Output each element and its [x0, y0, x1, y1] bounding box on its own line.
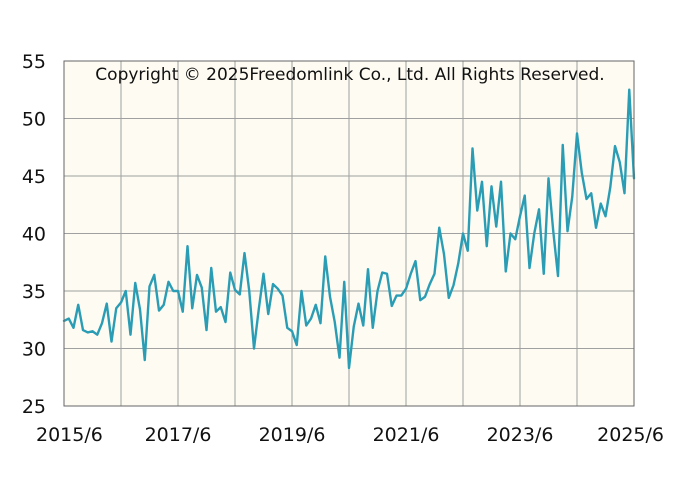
x-axis-tick-labels: 2015/6 2017/6 2019/6 2021/6 2023/6 2025/6 [36, 424, 664, 446]
x-tick-label: 2023/6 [487, 424, 554, 446]
y-tick-label: 30 [22, 339, 46, 361]
x-tick-label: 2021/6 [373, 424, 440, 446]
y-tick-label: 25 [22, 396, 46, 418]
y-tick-label: 45 [22, 166, 46, 188]
x-tick-label: 2015/6 [36, 424, 103, 446]
x-tick-label: 2025/6 [597, 424, 664, 446]
series-line [62, 88, 636, 370]
x-tick-label: 2017/6 [145, 424, 212, 446]
y-tick-label: 35 [22, 281, 46, 303]
y-axis-tick-labels: 25 30 35 40 45 50 55 [22, 51, 46, 418]
y-tick-label: 55 [22, 51, 46, 73]
x-tick-label: 2019/6 [259, 424, 326, 446]
plot-frame [63, 60, 635, 407]
y-tick-label: 40 [22, 224, 46, 246]
y-tick-label: 50 [22, 109, 46, 131]
copyright-notice: Copyright © 2025Freedomlink Co., Ltd. Al… [95, 65, 604, 85]
